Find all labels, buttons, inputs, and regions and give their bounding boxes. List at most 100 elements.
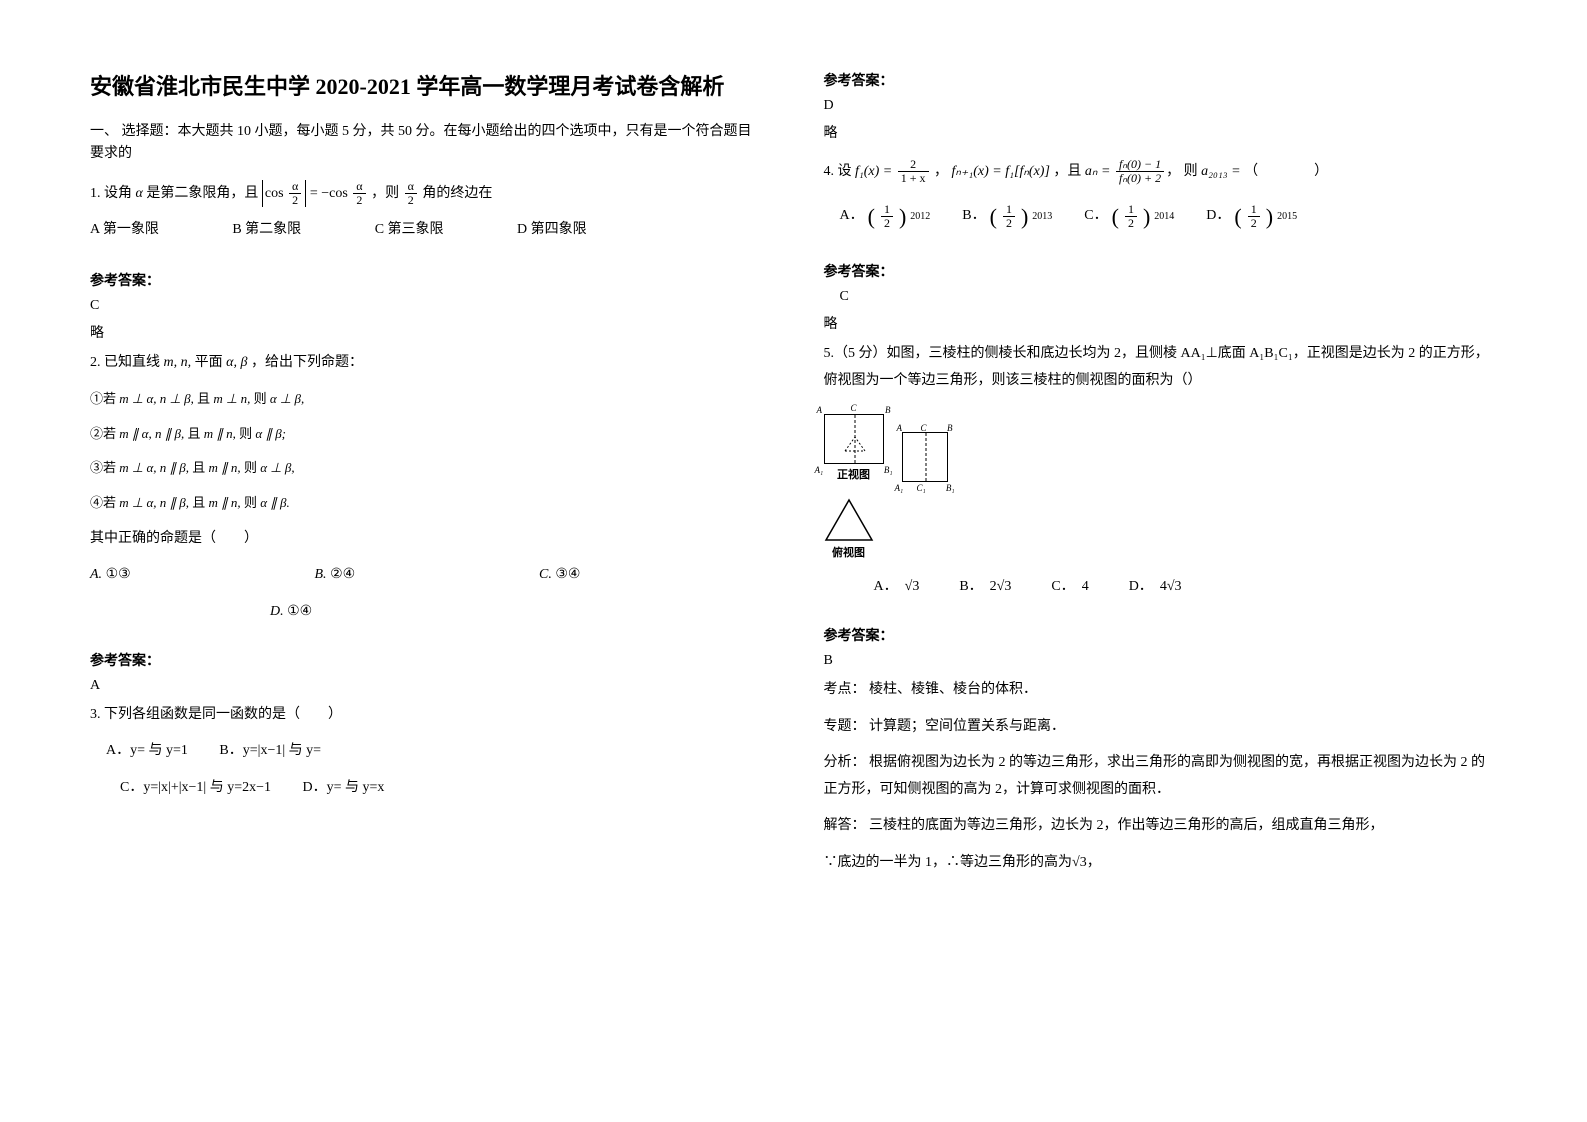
q2-options: A. ①③ B. ②④ C. ③④ [90, 562, 764, 589]
q4-note: 略 [824, 313, 1498, 333]
l: B． [959, 579, 975, 594]
t: 则 [1184, 164, 1198, 179]
l: 分析： [824, 755, 866, 770]
q1-options: A 第一象限 B 第二象限 C 第三象限 D 第四象限 [90, 217, 764, 242]
q1-note: 略 [90, 322, 764, 342]
q5-ans: B [824, 653, 1498, 669]
t: α ∥ β. [260, 495, 290, 510]
l: D． [1129, 579, 1146, 594]
top-view-wrap: 俯视图 [824, 498, 1498, 560]
q5-options: A． 3 B． 23 C． 4 D． 43 [874, 574, 1498, 601]
t: ，且 [1053, 164, 1081, 179]
c: A₁ [815, 465, 824, 475]
q3-D: D．y= 与 y=x [303, 780, 385, 795]
t: B. [315, 567, 327, 582]
q1-B: B 第二象限 [232, 222, 301, 237]
q1-ans-label: 参考答案： [90, 270, 764, 290]
t: aₙ = [1085, 164, 1111, 179]
e: 2013 [1032, 207, 1052, 226]
section-1-header: 一、 选择题：本大题共 10 小题，每小题 5 分，共 50 分。在每小题给出的… [90, 121, 764, 166]
d: 2 [1125, 217, 1137, 230]
c: B [947, 423, 953, 433]
q3-A: A．y= 与 y=1 [106, 743, 188, 758]
q2-i3: ③若 m ⊥ α, n ∥ β, 且 m ∥ n, 则 α ⊥ β, [90, 456, 764, 481]
v: 3 [1072, 855, 1087, 870]
c: C [921, 423, 927, 433]
q4-C: C． ( 12 )2014 [1084, 196, 1174, 238]
q4-frac1: 21 + x [898, 158, 929, 185]
v: 3 [1167, 579, 1182, 594]
t: m ∥ n, [209, 460, 241, 475]
q1-D: D 第四象限 [517, 222, 587, 237]
doc-title: 安徽省淮北市民生中学 2020-2021 学年高一数学理月考试卷含解析 [90, 70, 764, 103]
t: 且 [197, 391, 210, 406]
c: A [817, 405, 823, 415]
l: A． [874, 579, 891, 594]
top-view-svg [824, 498, 874, 542]
q3-CD: C．y=|x|+|x−1| 与 y=2x−1 D．y= 与 y=x [106, 775, 764, 802]
q5-A: A． 3 [874, 574, 920, 601]
side-view-svg [903, 433, 949, 483]
q1-alpha: α [136, 186, 143, 201]
e: 2015 [1277, 207, 1297, 226]
f: 12 [881, 203, 893, 230]
q2-stem: 2. 已知直线 m, n, 平面 α, β ，给出下列命题： [90, 350, 764, 377]
q1-cos: cos [265, 186, 284, 201]
rp: ) [1021, 196, 1028, 238]
q3-B: B．y=|x−1| 与 y= [219, 743, 321, 758]
n: 1 [881, 203, 893, 217]
v: 4 [1082, 579, 1089, 594]
front-view-wrap: A C B A₁ B₁ 正视图 [824, 414, 884, 482]
t: ， [934, 164, 948, 179]
f: 12 [1248, 203, 1260, 230]
t: m ⊥ n, [213, 391, 250, 406]
t: m ∥ n, [204, 426, 236, 441]
l: D． [1206, 203, 1230, 230]
t: fₙ₊₁(x) = f₁[fₙ(x)] [952, 164, 1050, 179]
rp: ) [1266, 196, 1273, 238]
v: 计算题；空间位置关系与距离． [869, 719, 1065, 734]
q2-pre: 2. 已知直线 [90, 355, 160, 370]
t: A. [90, 567, 102, 582]
q3-ans: D [824, 98, 1498, 114]
q2-i4: ④若 m ⊥ α, n ∥ β, 且 m ∥ n, 则 α ∥ β. [90, 491, 764, 516]
q1-eq: = −cos [310, 186, 348, 201]
q5-C: C． 4 [1051, 574, 1088, 601]
t: （ ） [1244, 164, 1328, 179]
f: 12 [1003, 203, 1015, 230]
e: 2014 [1154, 207, 1174, 226]
q2-options-2: D. ①④ [270, 599, 764, 626]
t: ②若 [90, 426, 116, 441]
t: ②④ [330, 567, 355, 582]
f: 12 [1125, 203, 1137, 230]
c: C [851, 403, 857, 413]
num: α [289, 180, 301, 194]
l: 考点： [824, 682, 866, 697]
q3-AB: A．y= 与 y=1 B．y=|x−1| 与 y= [106, 738, 764, 765]
q2-ans: A [90, 678, 764, 694]
q2-ab: α, β [226, 355, 247, 370]
q4-D: D． ( 12 )2015 [1206, 196, 1297, 238]
q2-mn: m, n, [164, 355, 192, 370]
t: ①若 [90, 391, 116, 406]
lp: ( [1234, 196, 1241, 238]
q5-ans-label: 参考答案： [824, 625, 1498, 645]
t: 4. 设 [824, 164, 852, 179]
q1-C: C 第三象限 [375, 222, 444, 237]
l: B． [962, 203, 985, 230]
t: ③④ [555, 567, 580, 582]
rp: ) [899, 196, 906, 238]
c: B₁ [884, 465, 893, 475]
c: B [885, 405, 891, 415]
q4-options: A． ( 12 )2012 B． ( 12 )2013 C． ( 12 )201… [840, 196, 1498, 238]
l: A． [840, 203, 864, 230]
t: 则 [239, 426, 252, 441]
q3-stem: 3. 下列各组函数是同一函数的是（ ） [90, 702, 764, 729]
q1-mid: 是第二象限角，且 [146, 186, 258, 201]
front-view-box: A C B A₁ B₁ [824, 414, 884, 464]
q4-ans: C [840, 289, 1498, 305]
front-view-svg [825, 415, 885, 465]
d: 1 + x [898, 172, 929, 185]
t: ， [1087, 855, 1101, 870]
t: α ∥ β; [255, 426, 286, 441]
